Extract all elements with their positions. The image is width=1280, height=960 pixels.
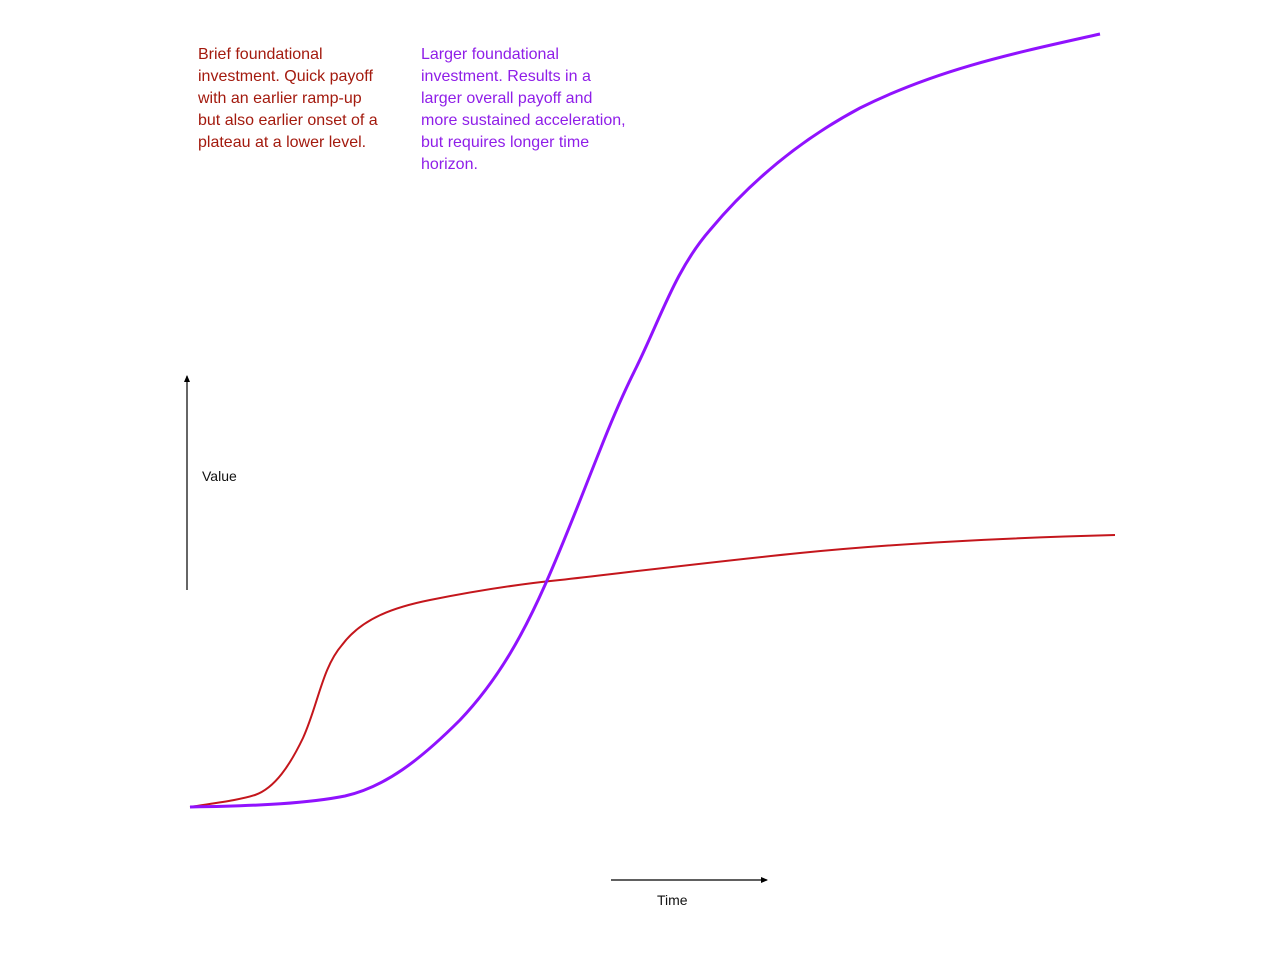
value-axis-label: Value	[202, 468, 237, 484]
time-axis-label: Time	[657, 892, 688, 908]
brief-investment-annotation: Brief foundational investment. Quick pay…	[198, 46, 378, 151]
brief-investment-curve	[189, 534, 1116, 808]
larger-investment-annotation: Larger foundational investment. Results …	[421, 46, 626, 173]
larger-investment-curve	[189, 32, 1101, 809]
